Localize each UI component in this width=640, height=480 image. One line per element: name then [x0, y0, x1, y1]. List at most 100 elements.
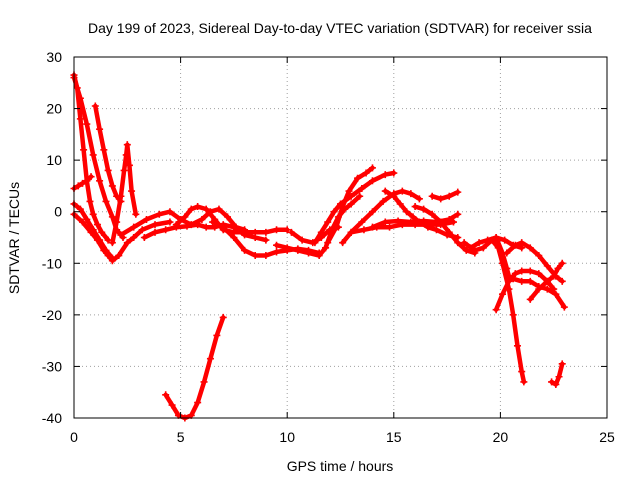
data-point	[91, 102, 99, 110]
series-line	[312, 170, 397, 245]
data-point	[251, 228, 259, 236]
data-point	[83, 177, 91, 185]
data-point	[552, 290, 560, 298]
data-point	[283, 226, 291, 234]
data-point	[460, 239, 468, 247]
y-tick-label: -10	[42, 255, 62, 271]
data-point	[396, 200, 404, 208]
data-point	[305, 249, 313, 257]
y-tick-label: 20	[46, 101, 62, 117]
data-point	[181, 213, 189, 221]
y-axis-label: SDTVAR / TECUs	[6, 182, 22, 294]
data-point	[96, 125, 104, 133]
data-point	[324, 239, 332, 247]
data-point	[183, 222, 191, 230]
data-point	[550, 272, 558, 280]
data-point	[273, 248, 281, 256]
data-point	[83, 215, 91, 223]
data-point	[241, 246, 249, 254]
data-point	[128, 187, 136, 195]
y-tick-label: 0	[54, 204, 62, 220]
data-point	[428, 210, 436, 218]
data-point	[454, 239, 462, 247]
series-arc-28	[526, 259, 566, 303]
data-point	[428, 192, 436, 200]
data-point	[104, 252, 112, 260]
data-point	[505, 277, 513, 285]
data-point	[526, 295, 534, 303]
data-point	[526, 267, 534, 275]
data-point	[151, 221, 159, 229]
data-point	[140, 234, 148, 241]
data-point	[326, 226, 334, 234]
data-point	[499, 290, 507, 298]
data-point	[454, 188, 462, 196]
data-point	[215, 205, 223, 213]
data-point	[87, 173, 95, 181]
data-point	[511, 270, 519, 278]
data-point	[104, 166, 112, 174]
data-point	[550, 285, 558, 293]
data-point	[368, 208, 376, 216]
data-point	[117, 231, 125, 239]
data-point	[224, 213, 232, 221]
data-point	[356, 192, 364, 200]
data-point	[445, 192, 453, 200]
data-point	[108, 239, 116, 247]
series-line	[163, 315, 226, 421]
data-point	[273, 241, 281, 249]
data-point	[194, 399, 202, 407]
data-point	[555, 373, 563, 381]
data-point	[76, 115, 84, 123]
data-point	[479, 244, 487, 252]
x-tick-label: 5	[177, 429, 185, 445]
data-point	[117, 192, 125, 200]
data-point	[535, 285, 543, 293]
series-arc-16	[287, 223, 342, 247]
data-point	[83, 120, 91, 128]
data-point	[368, 177, 376, 185]
data-point	[518, 277, 526, 285]
data-point	[511, 241, 519, 249]
y-tick-label: 30	[46, 49, 62, 65]
data-point	[358, 185, 366, 193]
x-tick-label: 25	[599, 429, 615, 445]
data-point	[162, 226, 170, 234]
data-point	[104, 236, 112, 244]
data-point	[543, 285, 551, 293]
y-tick-label: -40	[42, 410, 62, 426]
data-point	[407, 190, 415, 198]
data-point	[294, 246, 302, 254]
axis-ticks: 0 5 10 15 20 25 -40 -30 -20 -10 0 10 20 30	[42, 49, 615, 445]
data-point	[548, 378, 556, 386]
data-point	[187, 205, 195, 213]
data-point	[130, 234, 138, 241]
data-point	[471, 246, 479, 254]
data-point	[142, 215, 150, 223]
data-point	[345, 187, 353, 195]
series-arc-07	[108, 141, 140, 247]
data-point	[503, 249, 511, 257]
data-point	[543, 277, 551, 285]
series-arc-12	[162, 313, 227, 422]
data-point	[552, 380, 560, 388]
data-point	[120, 166, 128, 174]
data-point	[168, 401, 176, 409]
data-point	[96, 177, 104, 185]
data-point	[155, 210, 163, 218]
data-point	[166, 218, 174, 226]
data-point	[445, 228, 453, 236]
data-point	[98, 228, 106, 236]
data-point	[390, 169, 398, 177]
data-point	[162, 391, 170, 399]
data-point	[358, 218, 366, 226]
series-line	[461, 237, 527, 385]
series-line	[429, 189, 461, 202]
data-point	[492, 234, 500, 241]
x-axis-label: GPS time / hours	[287, 458, 394, 474]
x-tick-label: 20	[493, 429, 509, 445]
y-tick-label: -30	[42, 358, 62, 374]
data-point	[454, 210, 462, 218]
data-point	[262, 252, 270, 260]
data-point	[200, 378, 208, 386]
